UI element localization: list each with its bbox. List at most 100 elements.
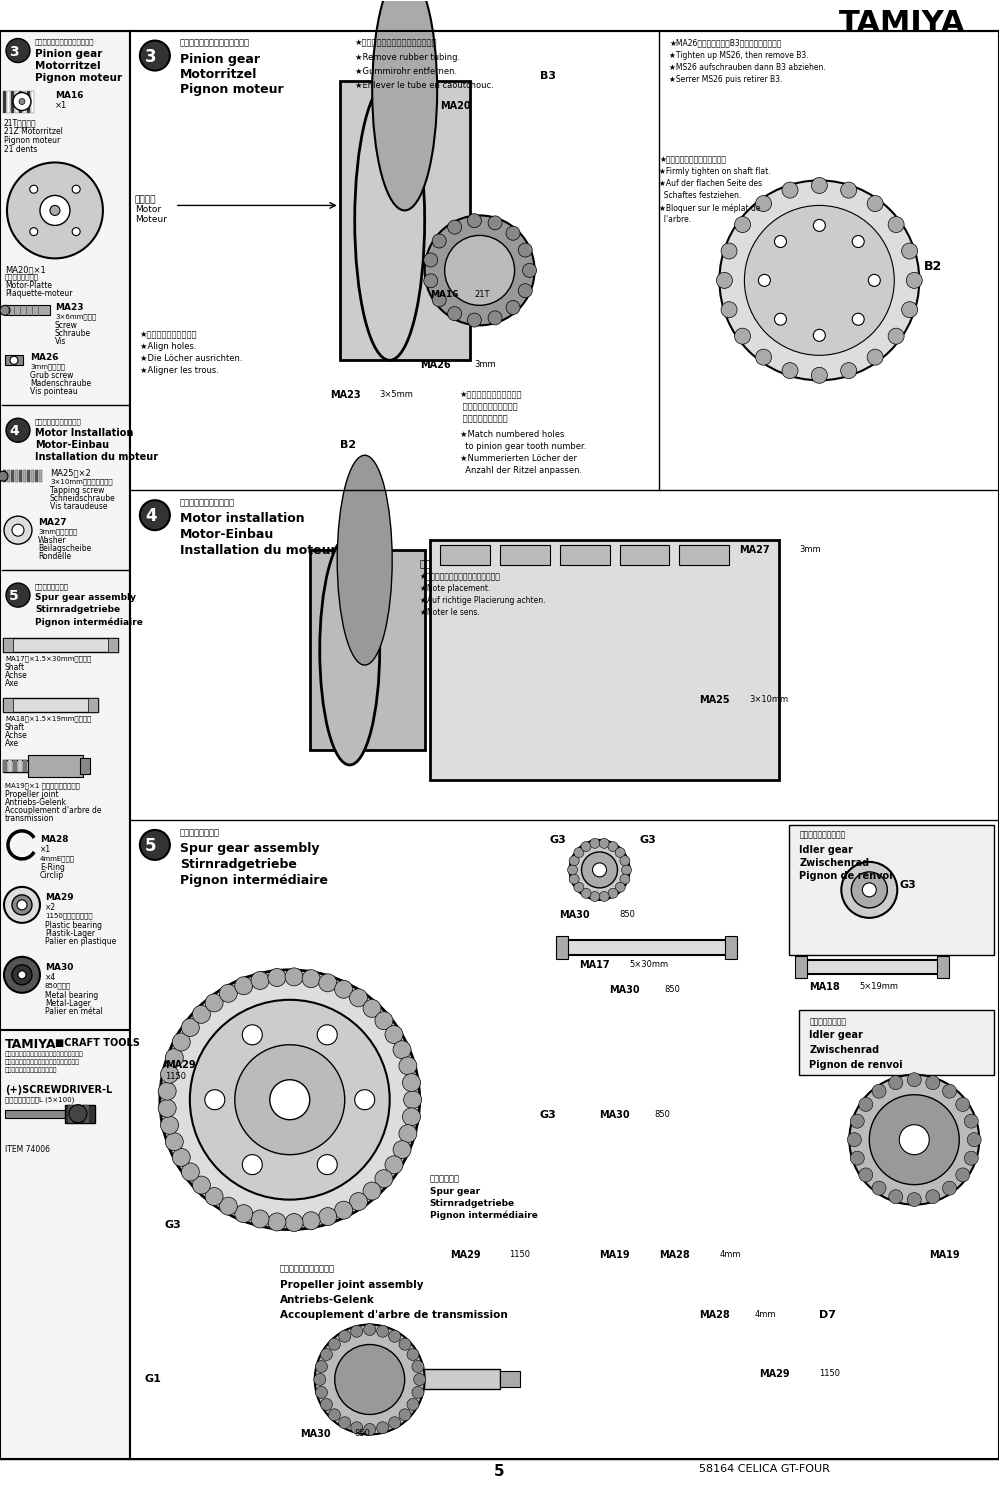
Circle shape — [355, 1090, 375, 1109]
Text: MA16: MA16 — [55, 91, 83, 99]
Circle shape — [811, 177, 827, 193]
Text: Zwischenrad: Zwischenrad — [799, 858, 869, 867]
Circle shape — [140, 500, 170, 530]
Ellipse shape — [337, 456, 392, 665]
Text: ★ピニオンギヤーの歯数に: ★ピニオンギヤーの歯数に — [460, 391, 522, 399]
Text: Metal bearing: Metal bearing — [45, 990, 98, 999]
Text: MA26: MA26 — [30, 353, 58, 362]
Bar — [13, 760, 17, 772]
Circle shape — [716, 272, 732, 288]
Circle shape — [4, 887, 40, 922]
Circle shape — [399, 1409, 411, 1421]
Text: 1150: 1150 — [819, 1369, 840, 1378]
Text: 4: 4 — [145, 508, 157, 526]
Circle shape — [389, 1417, 401, 1429]
Circle shape — [0, 306, 10, 315]
Text: Antriebs-Gelenk: Antriebs-Gelenk — [5, 797, 67, 806]
Circle shape — [841, 362, 857, 379]
Text: Schneidschraube: Schneidschraube — [50, 495, 116, 503]
Text: Grub screw: Grub screw — [30, 371, 73, 380]
Text: MA19: MA19 — [929, 1249, 960, 1259]
Circle shape — [445, 236, 515, 306]
Text: 各工程ごとに必要な道具が示されています。: 各工程ごとに必要な道具が示されています。 — [5, 1060, 80, 1065]
Text: ★Firmly tighten on shaft flat.: ★Firmly tighten on shaft flat. — [659, 168, 771, 177]
Circle shape — [315, 1325, 425, 1435]
Circle shape — [907, 1072, 921, 1087]
Text: Motorritzel: Motorritzel — [180, 67, 257, 80]
Bar — [7, 471, 10, 483]
Text: Pignon de renvoi: Pignon de renvoi — [809, 1060, 903, 1069]
Circle shape — [424, 273, 438, 288]
Text: MA27: MA27 — [739, 545, 770, 555]
Circle shape — [317, 1155, 337, 1175]
Circle shape — [432, 235, 446, 248]
Circle shape — [375, 1011, 393, 1029]
Circle shape — [721, 301, 737, 318]
Text: Axe: Axe — [5, 679, 19, 688]
Bar — [19, 471, 22, 483]
Bar — [130, 31, 999, 1460]
Circle shape — [782, 183, 798, 198]
Circle shape — [581, 888, 591, 898]
Text: Pignon moteur: Pignon moteur — [35, 73, 122, 83]
Text: to pinion gear tooth number.: to pinion gear tooth number. — [460, 443, 586, 451]
Circle shape — [19, 98, 25, 104]
Bar — [500, 545, 550, 566]
Text: ★平らな部分に締め込みます。: ★平らな部分に締め込みます。 — [659, 156, 726, 165]
Circle shape — [10, 356, 18, 364]
Circle shape — [190, 999, 390, 1200]
Circle shape — [813, 330, 825, 342]
Text: 〈ピニオンギヤーの取り付け〉: 〈ピニオンギヤーの取り付け〉 — [35, 39, 94, 45]
Bar — [27, 471, 30, 483]
Text: 3×5mm: 3×5mm — [380, 391, 414, 399]
Text: Accouplement d'arbre de transmission: Accouplement d'arbre de transmission — [280, 1310, 508, 1320]
Text: MA29: MA29 — [165, 1060, 195, 1069]
Circle shape — [158, 1083, 176, 1100]
Bar — [8, 760, 12, 772]
Ellipse shape — [372, 0, 437, 211]
Text: Palier en métal: Palier en métal — [45, 1007, 103, 1016]
Text: 5: 5 — [494, 1464, 505, 1479]
Text: ×4: ×4 — [45, 973, 56, 982]
Circle shape — [375, 1170, 393, 1188]
Text: ★Noter le sens.: ★Noter le sens. — [420, 609, 479, 618]
Text: 3mm: 3mm — [799, 545, 821, 554]
Circle shape — [4, 517, 32, 544]
Text: Achse: Achse — [5, 671, 28, 680]
Bar — [3, 760, 7, 772]
Text: Pignon moteur: Pignon moteur — [180, 83, 283, 95]
Circle shape — [235, 1045, 345, 1155]
Bar — [0, 31, 130, 1460]
Text: Spur gear: Spur gear — [430, 1187, 480, 1195]
Text: TAMIYA: TAMIYA — [5, 1038, 56, 1051]
Text: ★Remove rubber tubing.: ★Remove rubber tubing. — [355, 52, 460, 61]
Text: ×1: ×1 — [40, 845, 51, 854]
Circle shape — [7, 162, 103, 258]
Circle shape — [608, 888, 618, 898]
Text: (+)SCREWDRIVER-L: (+)SCREWDRIVER-L — [5, 1084, 112, 1094]
Text: Schaftes festziehen.: Schaftes festziehen. — [659, 192, 742, 200]
Circle shape — [889, 1189, 903, 1204]
Text: ★Nummerierten Löcher der: ★Nummerierten Löcher der — [460, 454, 577, 463]
Circle shape — [867, 349, 883, 365]
Circle shape — [161, 1065, 179, 1083]
Text: ★ねじつけるをよく注意して下さい。: ★ねじつけるをよく注意して下さい。 — [420, 572, 501, 581]
Text: Spur gear assembly: Spur gear assembly — [180, 842, 319, 855]
Text: Spur gear assembly: Spur gear assembly — [35, 593, 136, 601]
Text: Palier en plastique: Palier en plastique — [45, 937, 116, 946]
Circle shape — [850, 1151, 864, 1166]
Text: 3×6mm丸ビス: 3×6mm丸ビス — [55, 313, 96, 319]
Circle shape — [432, 293, 446, 307]
Text: Zwischenrad: Zwischenrad — [809, 1045, 879, 1054]
Text: Idler gear: Idler gear — [809, 1029, 863, 1040]
Circle shape — [943, 1181, 957, 1195]
Bar — [5, 355, 23, 365]
Text: ★MS26 aufschrauben dann B3 abziehen.: ★MS26 aufschrauben dann B3 abziehen. — [669, 62, 826, 71]
Circle shape — [399, 1057, 417, 1075]
Circle shape — [414, 1374, 426, 1386]
Bar — [3, 698, 98, 711]
Text: MA29: MA29 — [45, 892, 74, 901]
Text: 〈アイドラーギヤー〉: 〈アイドラーギヤー〉 — [799, 830, 846, 839]
Circle shape — [285, 1213, 303, 1231]
Text: Stirnradgetriebe: Stirnradgetriebe — [430, 1198, 515, 1207]
